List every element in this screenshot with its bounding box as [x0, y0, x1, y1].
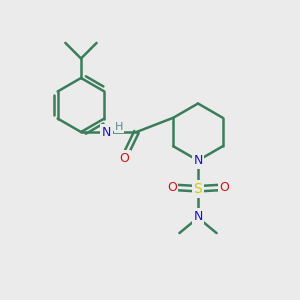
- Text: N: N: [193, 154, 203, 167]
- Text: O: O: [219, 181, 229, 194]
- Text: N: N: [193, 210, 203, 223]
- Text: N: N: [102, 125, 111, 139]
- Text: O: O: [120, 152, 129, 165]
- Text: O: O: [167, 181, 177, 194]
- Text: H: H: [115, 122, 123, 133]
- Text: S: S: [194, 182, 202, 196]
